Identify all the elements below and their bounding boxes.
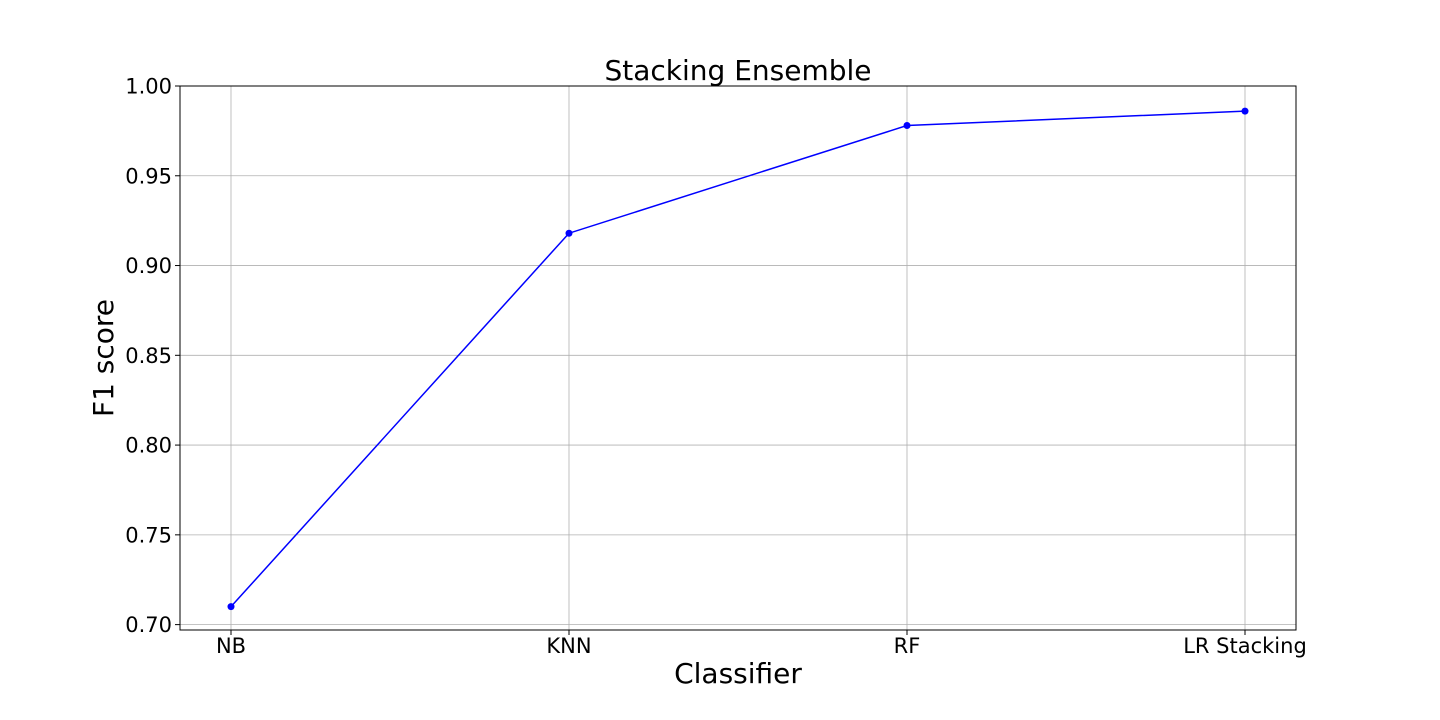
y-tick-label: 0.85 xyxy=(125,344,172,368)
x-tick-label: LR Stacking xyxy=(1183,634,1307,658)
chart-title: Stacking Ensemble xyxy=(604,54,871,87)
series-layer xyxy=(227,107,1249,611)
y-tick-label: 0.95 xyxy=(125,164,172,188)
y-tick-label: 0.80 xyxy=(125,434,172,458)
y-tick-label: 0.75 xyxy=(125,523,172,547)
x-tick-label: KNN xyxy=(546,634,591,658)
data-point xyxy=(227,603,235,611)
x-tick-label: NB xyxy=(216,634,246,658)
x-axis-label: Classifier xyxy=(674,657,802,690)
axis-ticks: 0.70 0.75 0.80 0.85 0.90 0.95 1.00 NB KNN RF LR St… xyxy=(125,75,1307,659)
y-tick-label: 0.70 xyxy=(125,613,172,637)
y-tick-label: 0.90 xyxy=(125,254,172,278)
series-line xyxy=(230,110,1246,608)
data-point xyxy=(1241,107,1249,115)
x-tick-label: RF xyxy=(894,634,921,658)
plot-area-frame xyxy=(179,85,1297,631)
data-point xyxy=(565,229,573,237)
y-tick-label: 1.00 xyxy=(125,75,172,99)
y-axis-label: F1 score xyxy=(87,299,120,417)
data-point xyxy=(903,121,911,129)
